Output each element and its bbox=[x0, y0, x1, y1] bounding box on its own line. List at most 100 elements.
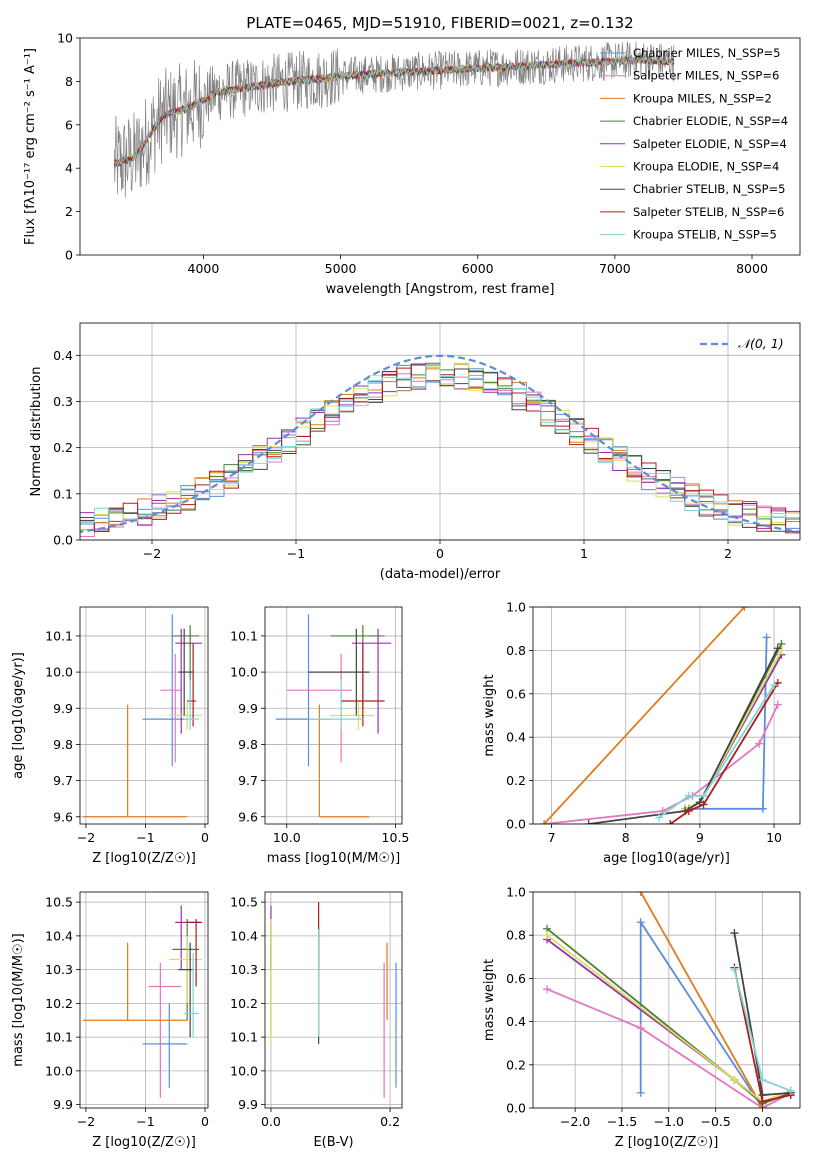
axes-frame bbox=[264, 891, 403, 1109]
y-tick-label: 10 bbox=[57, 31, 73, 46]
x-tick-label: 10.0 bbox=[273, 830, 301, 845]
errorbar-point-kroupa-miles bbox=[318, 704, 370, 818]
x-axis-label: (data-model)/error bbox=[380, 567, 501, 582]
errorbar-point-salpeter-miles bbox=[148, 962, 182, 1098]
x-tick-label: 0 bbox=[201, 830, 209, 845]
errorbar-point-salpeter-elodie bbox=[175, 628, 203, 734]
errorbar-point-chabrier-stelib bbox=[308, 628, 370, 716]
x-tick-label: 8000 bbox=[736, 261, 768, 276]
series-marker bbox=[684, 806, 693, 815]
y-tick-label: 9.7 bbox=[53, 773, 73, 788]
y-axis-label: mass weight bbox=[482, 674, 497, 756]
x-tick-label: −1 bbox=[136, 1114, 154, 1129]
y-tick-label: 0.8 bbox=[506, 928, 526, 943]
panel-residuals: −2 −1 0 1 2 0.0 0.1 0.2 0.3 0.4 (data-model)/error… bbox=[29, 322, 801, 582]
axes-frame bbox=[264, 606, 403, 825]
y-tick-label: 10.3 bbox=[45, 962, 73, 977]
y-tick-label: 10.0 bbox=[45, 1063, 73, 1078]
axes-frame bbox=[532, 891, 801, 1109]
series-marker bbox=[636, 1088, 645, 1097]
series-marker bbox=[773, 700, 782, 709]
y-tick-label: 10.5 bbox=[45, 895, 73, 910]
legend-label: Kroupa ELODIE, N_SSP=4 bbox=[633, 160, 779, 174]
series-line bbox=[658, 684, 775, 819]
plot-area bbox=[113, 41, 675, 198]
x-tick-label: −2 bbox=[77, 1114, 95, 1129]
y-tick-label: 10.1 bbox=[230, 628, 258, 643]
y-tick-label: 0.2 bbox=[506, 1057, 526, 1072]
series-marker bbox=[773, 644, 782, 653]
series-marker bbox=[758, 1075, 767, 1084]
x-tick-label: −1.0 bbox=[654, 1114, 684, 1129]
series-chabrier-miles bbox=[684, 633, 771, 813]
series-line bbox=[639, 892, 764, 1108]
panel-spectrum: 4000 5000 6000 7000 8000 0 2 4 6 8 10 wavelength [A… bbox=[23, 31, 801, 297]
series-kroupa-miles bbox=[636, 892, 767, 1108]
observed-spectrum bbox=[113, 41, 675, 198]
series-kroupa-stelib bbox=[730, 965, 795, 1095]
x-tick-label: 9 bbox=[696, 830, 704, 845]
series-marker bbox=[730, 965, 739, 974]
y-tick-label: 9.9 bbox=[238, 1097, 258, 1112]
series-kroupa-stelib bbox=[655, 681, 779, 822]
series-marker bbox=[758, 1097, 767, 1106]
errorbar-point-salpeter-stelib bbox=[187, 643, 197, 727]
y-tick-label: 10.5 bbox=[230, 895, 258, 910]
y-tick-label: 9.8 bbox=[53, 737, 73, 752]
legend-label: Salpeter ELODIE, N_SSP=4 bbox=[633, 137, 787, 151]
legend-label: Chabrier STELIB, N_SSP=5 bbox=[633, 182, 785, 196]
series-marker bbox=[755, 739, 764, 748]
y-tick-label: 9.8 bbox=[238, 737, 258, 752]
legend-label: Salpeter STELIB, N_SSP=6 bbox=[633, 205, 784, 219]
panel-weight_vs_age: 7 8 9 10 0.0 0.2 0.4 0.6 0.8 1.0 age [log10(age/yr… bbox=[482, 600, 801, 866]
y-axis-label: Flux [fλ10⁻¹⁷ erg cm⁻² s⁻¹ A⁻¹] bbox=[23, 48, 38, 245]
histogram-chabrier-stelib bbox=[80, 363, 800, 532]
x-axis-label: E(B-V) bbox=[313, 1135, 353, 1150]
y-tick-label: 9.9 bbox=[238, 701, 258, 716]
series-marker bbox=[584, 820, 593, 824]
y-tick-label: 0.6 bbox=[506, 971, 526, 986]
y-tick-label: 2 bbox=[65, 204, 73, 219]
series-marker bbox=[762, 633, 771, 642]
series-marker bbox=[699, 800, 708, 809]
series-marker bbox=[540, 820, 549, 824]
errorbar-point-kroupa-miles bbox=[82, 704, 188, 818]
y-tick-label: 0.2 bbox=[506, 773, 526, 788]
y-tick-label: 10.2 bbox=[45, 996, 73, 1011]
errorbar-point-chabrier-miles bbox=[142, 1003, 188, 1088]
x-tick-label: −2.0 bbox=[560, 1114, 590, 1129]
y-tick-label: 10.3 bbox=[230, 962, 258, 977]
y-tick-label: 6 bbox=[65, 117, 73, 132]
x-tick-label: 0.2 bbox=[380, 1114, 400, 1129]
x-tick-label: 5000 bbox=[325, 261, 357, 276]
plot-area bbox=[543, 892, 795, 1108]
y-tick-label: 10.1 bbox=[230, 1030, 258, 1045]
histogram-kroupa-elodie bbox=[80, 362, 800, 531]
x-axis-label: age [log10(age/yr)] bbox=[603, 851, 730, 866]
series-marker bbox=[543, 931, 552, 940]
series-marker bbox=[786, 1086, 795, 1095]
errorbar-point-chabrier-stelib bbox=[178, 628, 194, 716]
x-tick-label: 2 bbox=[724, 546, 732, 561]
y-tick-label: 10.0 bbox=[45, 665, 73, 680]
y-tick-label: 9.9 bbox=[53, 1097, 73, 1112]
gaussian-curve bbox=[80, 354, 800, 534]
panel-mass_vs_EBV: 0.0 0.2 9.9 10.0 10.1 10.2 10.3 10.4 10.5 E(B-V) bbox=[230, 891, 403, 1150]
series-marker bbox=[699, 791, 708, 800]
x-tick-label: −1 bbox=[287, 546, 305, 561]
y-tick-label: 1.0 bbox=[506, 600, 526, 615]
series-line bbox=[546, 934, 791, 1103]
panel-weight_vs_Z: −2.0 −1.5 −1.0 −0.5 0.0 0.0 0.2 0.4 0.6 0.8 1.0 Z [… bbox=[482, 885, 801, 1150]
errorbar-point-chabrier-elodie bbox=[330, 625, 385, 709]
errorbar-point-chabrier-elodie bbox=[172, 625, 200, 709]
errorbar-point-salpeter-stelib bbox=[187, 919, 203, 987]
x-tick-label: 0.0 bbox=[261, 1114, 281, 1129]
series-line bbox=[688, 637, 768, 810]
series-marker bbox=[730, 1075, 739, 1084]
legend: 𝒩(0, 1) bbox=[700, 336, 784, 351]
y-tick-label: 10.1 bbox=[45, 628, 73, 643]
axes-frame bbox=[79, 322, 801, 541]
axes-frame bbox=[79, 891, 209, 1109]
y-tick-label: 0 bbox=[65, 248, 73, 263]
legend-label: Kroupa MILES, N_SSP=2 bbox=[633, 91, 772, 105]
